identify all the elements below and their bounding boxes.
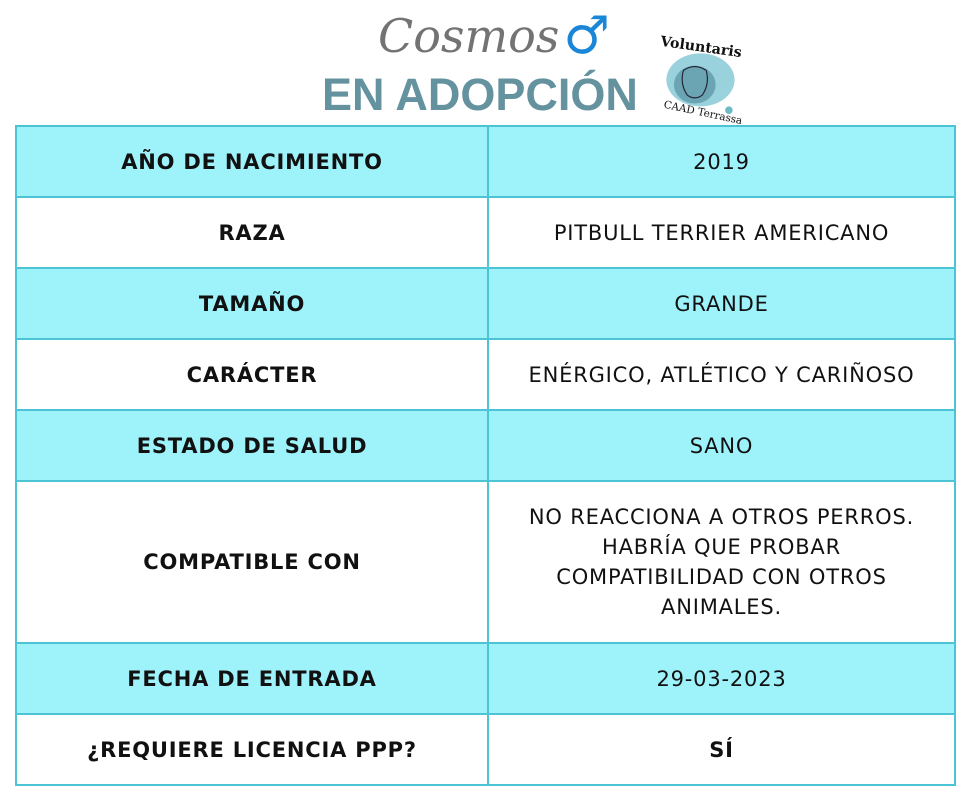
table-row: ¿REQUIERE LICENCIA PPP? SÍ: [15, 713, 956, 786]
male-symbol-icon: ♂: [563, 6, 611, 66]
row-value: ENÉRGICO, ATLÉTICO Y CARIÑOSO: [487, 338, 956, 411]
table-row: COMPATIBLE CON NO REACCIONA A OTROS PERR…: [15, 480, 956, 644]
row-value: SÍ: [487, 713, 956, 786]
table-row: RAZA PITBULL TERRIER AMERICANO: [15, 196, 956, 269]
row-label: ¿REQUIERE LICENCIA PPP?: [15, 713, 489, 786]
row-label: RAZA: [15, 196, 489, 269]
title-row: Cosmos ♂: [378, 4, 610, 68]
value-line: COMPATIBILIDAD CON OTROS: [556, 565, 887, 589]
row-value: NO REACCIONA A OTROS PERROS. HABRÍA QUE …: [487, 480, 956, 644]
value-line: NO REACCIONA A OTROS PERROS.: [528, 505, 915, 529]
table-row: CARÁCTER ENÉRGICO, ATLÉTICO Y CARIÑOSO: [15, 338, 956, 411]
table-row: TAMAÑO GRANDE: [15, 267, 956, 340]
voluntaris-logo: Voluntaris CAAD Terrassa: [658, 34, 743, 125]
row-value: 2019: [487, 125, 956, 198]
page-title: EN ADOPCIÓN: [322, 69, 638, 120]
row-value: PITBULL TERRIER AMERICANO: [487, 196, 956, 269]
row-label: TAMAÑO: [15, 267, 489, 340]
row-label: COMPATIBLE CON: [15, 480, 489, 644]
row-value: 29-03-2023: [487, 642, 956, 715]
row-value: GRANDE: [487, 267, 956, 340]
row-label: CARÁCTER: [15, 338, 489, 411]
row-value: SANO: [487, 409, 956, 482]
pet-info-table: AÑO DE NACIMIENTO 2019 RAZA PITBULL TERRIE…: [15, 125, 956, 786]
row-label: AÑO DE NACIMIENTO: [15, 125, 489, 198]
pet-name: Cosmos: [378, 9, 560, 63]
table-row: FECHA DE ENTRADA 29-03-2023: [15, 642, 956, 715]
table-row: AÑO DE NACIMIENTO 2019: [15, 125, 956, 198]
value-line: ANIMALES.: [661, 595, 782, 619]
row-label: FECHA DE ENTRADA: [15, 642, 489, 715]
table-row: ESTADO DE SALUD SANO: [15, 409, 956, 482]
value-line: HABRÍA QUE PROBAR: [602, 535, 841, 559]
row-label: ESTADO DE SALUD: [15, 409, 489, 482]
